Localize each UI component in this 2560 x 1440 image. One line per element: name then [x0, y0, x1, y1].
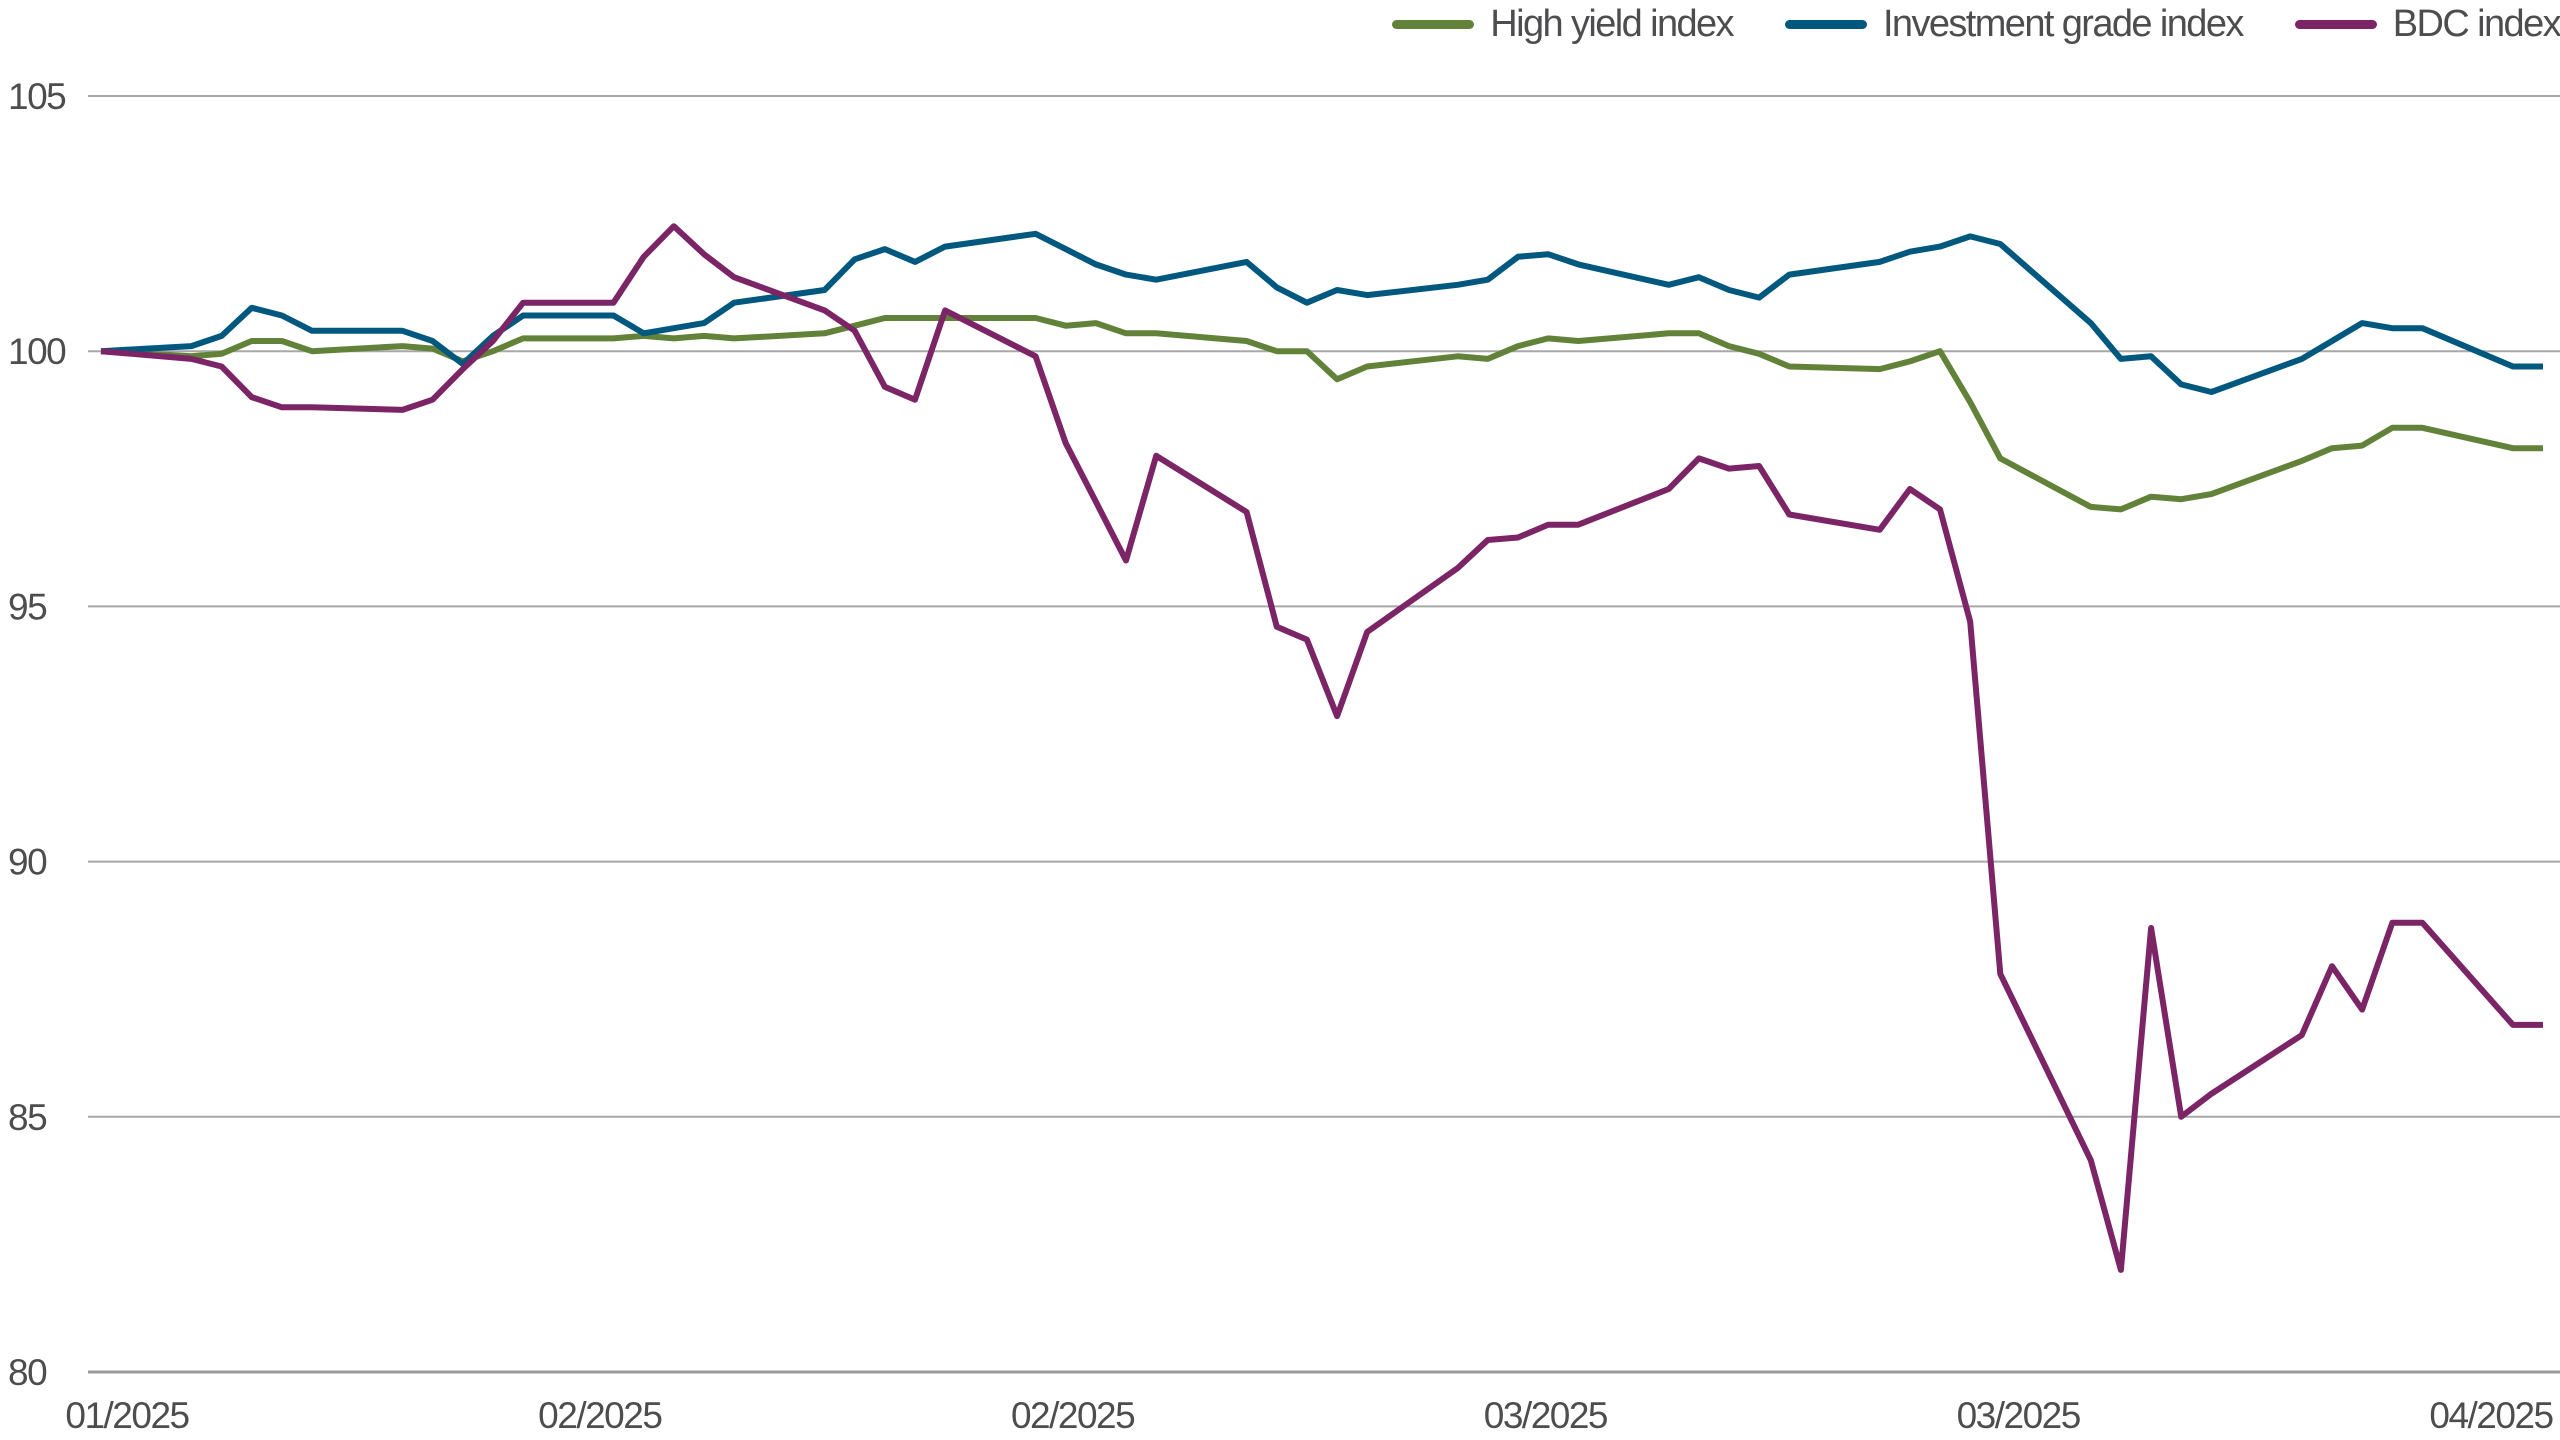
x-tick-label: 04/2025 [2429, 1395, 2553, 1436]
legend-label: High yield index [1490, 2, 1734, 45]
legend-swatch-high-yield [1392, 19, 1475, 29]
x-tick-label: 02/2025 [1011, 1395, 1135, 1436]
series-line-high-yield-index [100, 315, 2543, 513]
legend-swatch-investment-grade [1784, 19, 1867, 29]
y-tick-label: 100 [8, 331, 66, 372]
y-tick-label: 105 [8, 76, 66, 117]
y-tick-label: 90 [8, 842, 47, 883]
y-tick-label: 85 [8, 1097, 47, 1138]
series-line-bdc-index [100, 223, 2543, 1273]
y-tick-label: 95 [8, 586, 47, 627]
x-tick-label: 03/2025 [1484, 1395, 1608, 1436]
x-tick-label: 02/2025 [538, 1395, 662, 1436]
x-tick-label: 03/2025 [1957, 1395, 2081, 1436]
x-tick-label: 01/2025 [65, 1395, 189, 1436]
legend-label: BDC index [2392, 2, 2560, 45]
legend-label: Investment grade index [1882, 2, 2244, 45]
legend: High yield index Investment grade index … [1392, 0, 2560, 48]
y-tick-label: 80 [8, 1352, 47, 1393]
legend-item-bdc: BDC index [2294, 2, 2560, 46]
legend-swatch-bdc [2294, 19, 2377, 29]
legend-item-investment-grade: Investment grade index [1784, 2, 2244, 46]
legend-item-high-yield: High yield index [1392, 2, 1735, 46]
